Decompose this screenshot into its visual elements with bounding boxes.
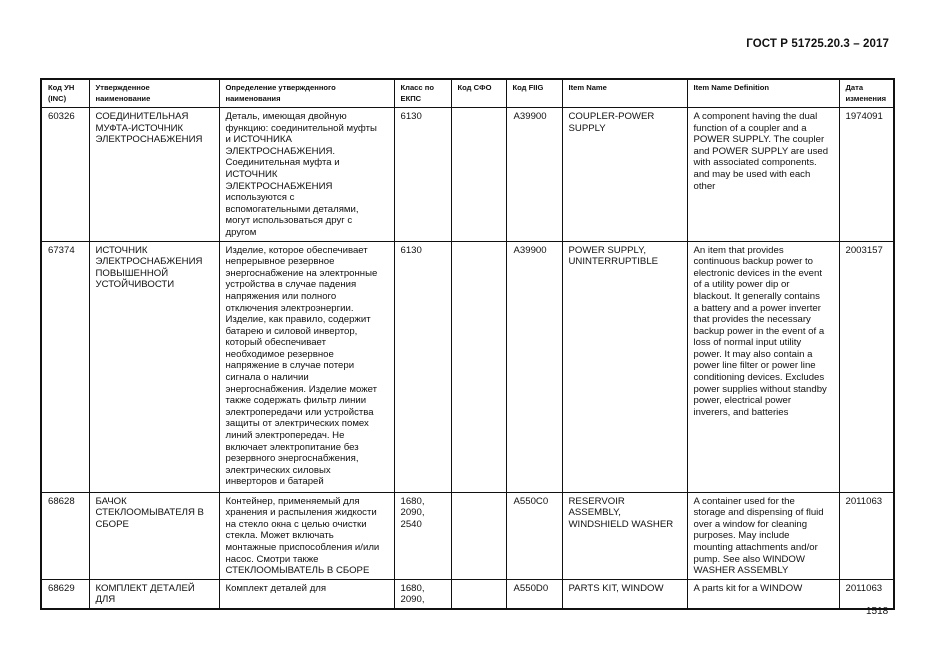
cell-inc-code: 68629: [40, 578, 90, 610]
cell-inc-code: 60326: [40, 107, 90, 242]
column-header-change-date: Дата изменения: [838, 78, 895, 108]
column-header-item-name-definition: Item Name Definition: [686, 78, 840, 108]
cell-fiig-code: A550D0: [505, 578, 563, 610]
cell-ekps-class: 1680, 2090, 2540: [393, 491, 452, 580]
column-header-item-name: Item Name: [561, 78, 688, 108]
page-number: 1518: [866, 606, 889, 617]
cell-approved-name: СОЕДИНИТЕЛЬНАЯ МУФТА-ИСТОЧНИК ЭЛЕКТРОСНА…: [88, 107, 220, 242]
cell-ekps-class: 6130: [393, 240, 452, 493]
cell-change-date: 2011063: [838, 578, 895, 610]
table-row: 67374 ИСТОЧНИК ЭЛЕКТРОСНАБЖЕНИЯ ПОВЫШЕННО…: [40, 240, 895, 493]
cell-sfo-code: [450, 107, 507, 242]
cell-approved-name-definition: Комплект деталей для: [218, 578, 395, 610]
cell-item-name: POWER SUPPLY, UNINTERRUPTIBLE: [561, 240, 688, 493]
cell-item-name: RESERVOIR ASSEMBLY, WINDSHIELD WASHER: [561, 491, 688, 580]
cell-item-name: COUPLER-POWER SUPPLY: [561, 107, 688, 242]
cell-inc-code: 67374: [40, 240, 90, 493]
cell-change-date: 1974091: [838, 107, 895, 242]
cell-sfo-code: [450, 240, 507, 493]
table-row: 68629 КОМПЛЕКТ ДЕТАЛЕЙ ДЛЯ Комплект детале…: [40, 578, 895, 610]
cell-fiig-code: A39900: [505, 240, 563, 493]
catalog-table: Код УН (INC) Утвержденное наименование Опр…: [40, 78, 895, 610]
column-header-ekps-class: Класс по ЕКПС: [393, 78, 452, 108]
column-header-fiig-code: Код FIIG: [505, 78, 563, 108]
cell-approved-name-definition: Изделие, которое обеспечивает непрерывно…: [218, 240, 395, 493]
cell-approved-name: БАЧОК СТЕКЛООМЫВАТЕЛЯ В СБОРЕ: [88, 491, 220, 580]
column-header-inc-code: Код УН (INC): [40, 78, 90, 108]
cell-ekps-class: 6130: [393, 107, 452, 242]
cell-item-name-definition: A parts kit for a WINDOW: [686, 578, 840, 610]
cell-approved-name-definition: Контейнер, применяемый для хранения и ра…: [218, 491, 395, 580]
cell-sfo-code: [450, 578, 507, 610]
cell-ekps-class: 1680, 2090,: [393, 578, 452, 610]
document-title: ГОСТ Р 51725.20.3 – 2017: [746, 38, 889, 50]
table-row: 60326 СОЕДИНИТЕЛЬНАЯ МУФТА-ИСТОЧНИК ЭЛЕКТ…: [40, 107, 895, 242]
cell-fiig-code: A39900: [505, 107, 563, 242]
cell-item-name-definition: A component having the dual function of …: [686, 107, 840, 242]
cell-item-name: PARTS KIT, WINDOW: [561, 578, 688, 610]
column-header-approved-name-definition: Определение утвержденного наименования: [218, 78, 395, 108]
cell-inc-code: 68628: [40, 491, 90, 580]
cell-sfo-code: [450, 491, 507, 580]
cell-approved-name: КОМПЛЕКТ ДЕТАЛЕЙ ДЛЯ: [88, 578, 220, 610]
cell-approved-name: ИСТОЧНИК ЭЛЕКТРОСНАБЖЕНИЯ ПОВЫШЕННОЙ УСТ…: [88, 240, 220, 493]
cell-fiig-code: A550C0: [505, 491, 563, 580]
column-header-approved-name: Утвержденное наименование: [88, 78, 220, 108]
cell-item-name-definition: An item that provides continuous backup …: [686, 240, 840, 493]
cell-approved-name-definition: Деталь, имеющая двойную функцию: соедини…: [218, 107, 395, 242]
cell-change-date: 2011063: [838, 491, 895, 580]
table-header-row: Код УН (INC) Утвержденное наименование Опр…: [40, 78, 895, 108]
cell-item-name-definition: A container used for the storage and dis…: [686, 491, 840, 580]
column-header-sfo-code: Код СФО: [450, 78, 507, 108]
table-row: 68628 БАЧОК СТЕКЛООМЫВАТЕЛЯ В СБОРЕ Контей…: [40, 491, 895, 580]
cell-change-date: 2003157: [838, 240, 895, 493]
